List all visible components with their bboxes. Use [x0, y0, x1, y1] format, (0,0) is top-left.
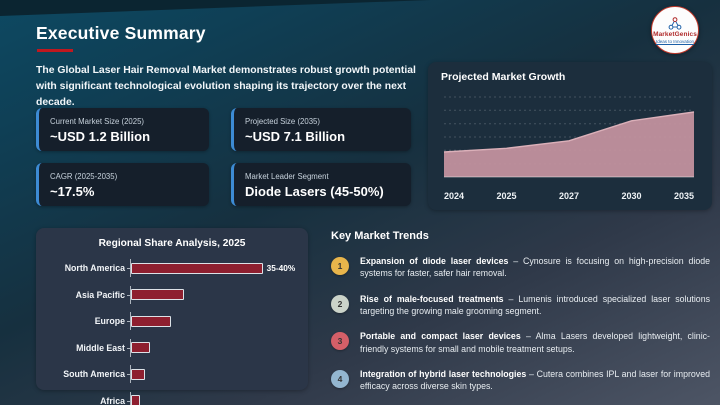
trend-text: Rise of male-focused treatments – Lumeni…: [360, 293, 710, 316]
stat-value: ~17.5%: [50, 183, 95, 199]
bar-category-label: Asia Pacific: [75, 289, 125, 300]
bar: [131, 262, 263, 274]
bar-row: Middle East: [48, 338, 296, 357]
svg-text:2030: 2030: [621, 191, 641, 201]
bar: [131, 395, 140, 405]
trend-text: Integration of hybrid laser technologies…: [360, 368, 710, 392]
bar-category-label: Africa: [100, 395, 125, 405]
trend-text: Portable and compact laser devices – Alm…: [360, 331, 710, 354]
bar-category-label: Europe: [94, 316, 125, 326]
bar-row: North America 35-40%: [48, 259, 296, 277]
logo-brand-text: MarketGenics: [653, 30, 697, 38]
trend-item: 1 Expansion of diode laser devices – Cyno…: [331, 255, 713, 280]
regional-bar-chart: North America 35-40% Asia Pacific Europe Mid…: [48, 259, 296, 405]
regional-chart-panel: Regional Share Analysis, 2025 North Amer…: [36, 228, 308, 405]
bar-track: [127, 285, 296, 304]
bar-category-label: North America: [64, 263, 125, 273]
bar-value-label: 35-40%: [266, 263, 296, 273]
bar: [131, 289, 184, 300]
page-title: Executive Summary: [36, 23, 206, 43]
growth-chart-panel: Projected Market Growth 2024 2025 2027 2030…: [428, 62, 712, 210]
trend-number-badge: 1: [331, 257, 349, 275]
bar: [131, 342, 151, 353]
bar-track: [127, 365, 296, 383]
bar: [131, 368, 146, 380]
stat-card-current-size: Current Market Size (2025) ~USD 1.2 Bill…: [36, 108, 209, 151]
trend-number-badge: 2: [331, 294, 349, 313]
bar: [131, 315, 172, 327]
svg-text:2027: 2027: [559, 191, 579, 201]
corner-accent-shape: [0, 0, 430, 16]
stat-value: Diode Lasers (45-50%): [245, 183, 384, 199]
bar-row: Africa: [48, 391, 296, 405]
regional-chart-title: Regional Share Analysis, 2025: [98, 238, 246, 249]
stats-grid: Current Market Size (2025) ~USD 1.2 Bill…: [36, 108, 411, 206]
bar-track: [127, 338, 296, 357]
trend-text: Expansion of diode laser devices – Cynos…: [360, 256, 711, 279]
bar-row: Europe: [48, 312, 296, 330]
stat-card-cagr: CAGR (2025-2035) ~17.5%: [36, 163, 209, 206]
svg-text:2024: 2024: [444, 191, 464, 201]
trend-item: 4 Integration of hybrid laser technologie…: [331, 368, 713, 393]
title-underline: [37, 49, 73, 52]
trend-number-badge: 3: [331, 332, 349, 351]
company-logo: MarketGenics Ideas to Innovation: [651, 6, 699, 54]
bar-track: [127, 312, 296, 330]
bar-category-label: South America: [63, 369, 125, 379]
key-trends-list: 1 Expansion of diode laser devices – Cyno…: [331, 255, 713, 393]
stat-value: ~USD 1.2 Billion: [50, 128, 151, 144]
svg-text:2035: 2035: [674, 191, 694, 201]
bar-track: 35-40%: [127, 259, 296, 277]
svg-text:2025: 2025: [496, 191, 516, 201]
trend-item: 2 Rise of male-focused treatments – Lumen…: [331, 293, 713, 318]
stat-label: CAGR (2025-2035): [50, 171, 118, 181]
bar-track: [127, 391, 296, 405]
stat-label: Current Market Size (2025): [50, 116, 145, 126]
molecule-icon: [668, 16, 682, 30]
growth-chart-title: Projected Market Growth: [441, 71, 566, 83]
bar-row: Asia Pacific: [48, 285, 296, 304]
stat-card-projected-size: Projected Size (2035) ~USD 7.1 Billion: [231, 108, 411, 151]
bar-category-label: Middle East: [76, 342, 125, 353]
key-trends-section: Key Market Trends 1 Expansion of diode la…: [331, 230, 713, 405]
key-trends-title: Key Market Trends: [331, 230, 429, 242]
trend-number-badge: 4: [331, 369, 349, 388]
stat-card-leader-segment: Market Leader Segment Diode Lasers (45-5…: [231, 163, 411, 206]
trend-item: 3 Portable and compact laser devices – Al…: [331, 330, 713, 355]
logo-tagline-text: Ideas to Innovation: [655, 38, 695, 44]
growth-area-chart: 2024 2025 2027 2030 2035: [441, 85, 699, 203]
stat-label: Market Leader Segment: [245, 171, 329, 181]
stat-label: Projected Size (2035): [245, 116, 320, 126]
bar-row: South America: [48, 365, 296, 383]
stat-value: ~USD 7.1 Billion: [245, 128, 346, 144]
intro-text: The Global Laser Hair Removal Market dem…: [36, 65, 416, 109]
